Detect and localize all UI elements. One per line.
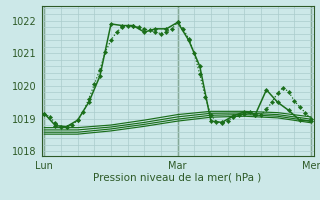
X-axis label: Pression niveau de la mer( hPa ): Pression niveau de la mer( hPa ) <box>93 172 262 182</box>
